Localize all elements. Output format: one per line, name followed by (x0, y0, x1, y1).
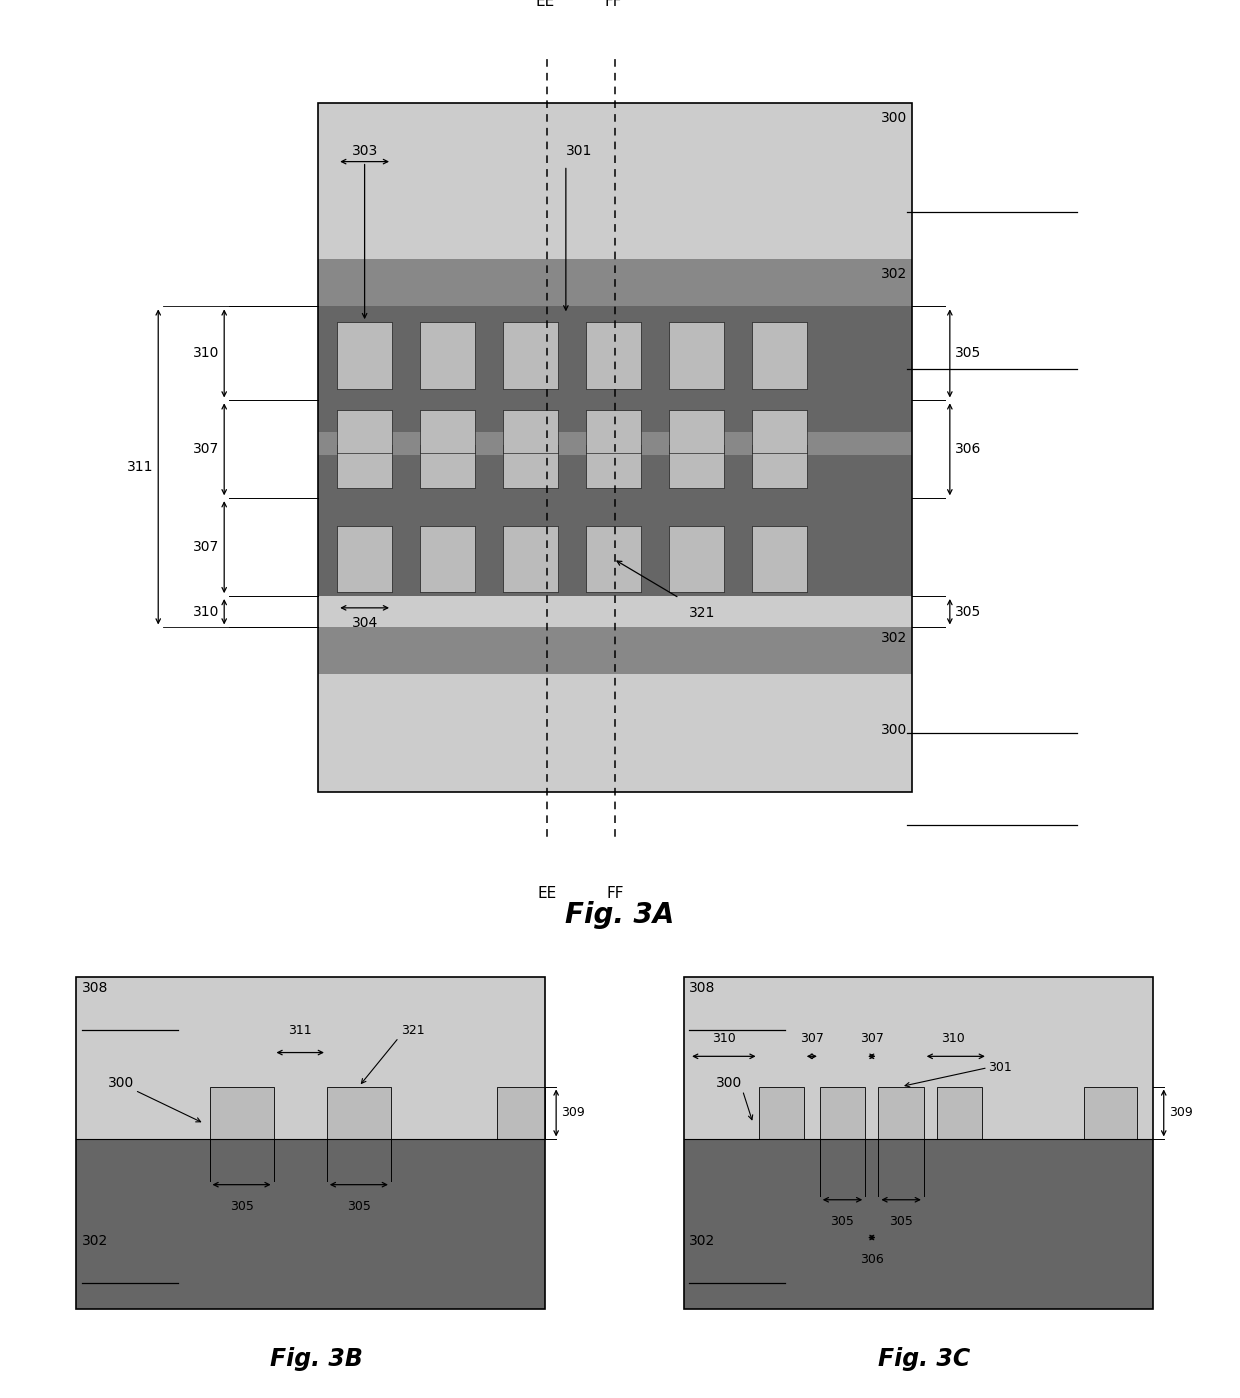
Text: 300: 300 (882, 110, 908, 124)
Bar (420, 445, 475, 488)
Text: 311: 311 (289, 1025, 312, 1037)
Text: 321: 321 (402, 1025, 425, 1037)
Text: 303: 303 (351, 144, 378, 158)
Text: 306: 306 (955, 442, 981, 456)
Text: Fig. 3A: Fig. 3A (565, 902, 675, 930)
Text: 310: 310 (193, 605, 219, 619)
Bar (319, 103, 913, 791)
Bar (684, 977, 1153, 1139)
Text: 302: 302 (82, 1233, 108, 1248)
Bar (420, 322, 475, 389)
Text: 307: 307 (859, 1032, 884, 1046)
Text: 307: 307 (193, 442, 219, 456)
Bar (587, 410, 641, 453)
Bar (670, 445, 724, 488)
Text: 305: 305 (347, 1199, 371, 1212)
Bar (878, 1086, 924, 1139)
Bar (503, 410, 558, 453)
Text: 300: 300 (882, 723, 908, 737)
Bar (319, 306, 913, 400)
Bar (319, 628, 913, 674)
Bar (319, 103, 913, 260)
Text: 310: 310 (193, 347, 219, 361)
Bar (670, 410, 724, 453)
Text: 302: 302 (882, 632, 908, 646)
Bar (420, 410, 475, 453)
Bar (503, 322, 558, 389)
Text: 305: 305 (955, 347, 981, 361)
Text: 310: 310 (712, 1032, 735, 1046)
Text: 309: 309 (562, 1106, 585, 1120)
Bar (937, 1086, 982, 1139)
Bar (337, 526, 392, 593)
Bar (684, 1139, 1153, 1309)
Text: 321: 321 (688, 605, 715, 619)
Bar (670, 526, 724, 593)
Bar (587, 445, 641, 488)
Bar (319, 674, 913, 791)
Text: EE': EE' (536, 0, 559, 8)
Text: 302: 302 (882, 267, 908, 281)
Text: 305: 305 (889, 1215, 913, 1227)
Text: 301: 301 (988, 1061, 1012, 1074)
Bar (210, 1086, 274, 1139)
Text: 304: 304 (351, 615, 378, 629)
Text: 309: 309 (1169, 1106, 1193, 1120)
Text: 302: 302 (689, 1233, 715, 1248)
Bar (1084, 1086, 1137, 1139)
Bar (319, 103, 913, 791)
Text: Fig. 3C: Fig. 3C (878, 1348, 970, 1371)
Text: 308: 308 (82, 981, 108, 995)
Bar (503, 526, 558, 593)
Bar (751, 410, 806, 453)
Bar (76, 1139, 546, 1309)
Bar (497, 1086, 546, 1139)
Text: 305: 305 (229, 1199, 253, 1212)
Bar (751, 526, 806, 593)
Bar (319, 400, 913, 498)
Text: 305: 305 (955, 605, 981, 619)
Bar (751, 322, 806, 389)
Bar (337, 445, 392, 488)
Bar (319, 432, 913, 456)
Bar (587, 526, 641, 593)
Text: FF': FF' (604, 0, 626, 8)
Text: 307: 307 (800, 1032, 823, 1046)
Bar (327, 1086, 391, 1139)
Text: 310: 310 (941, 1032, 965, 1046)
Bar (76, 977, 546, 1309)
Text: 311: 311 (126, 460, 154, 474)
Bar (420, 526, 475, 593)
Text: EE: EE (537, 886, 557, 900)
Text: 308: 308 (689, 981, 715, 995)
Text: 306: 306 (859, 1253, 884, 1265)
Text: 301: 301 (565, 144, 593, 158)
Bar (337, 410, 392, 453)
Text: Fig. 3B: Fig. 3B (270, 1348, 362, 1371)
Bar (337, 322, 392, 389)
Text: FF: FF (606, 886, 624, 900)
Bar (503, 445, 558, 488)
Bar (76, 977, 546, 1139)
Text: 300: 300 (715, 1075, 742, 1090)
Text: 305: 305 (831, 1215, 854, 1227)
Bar (751, 445, 806, 488)
Bar (820, 1086, 866, 1139)
Bar (319, 260, 913, 306)
Bar (684, 977, 1153, 1309)
Bar (587, 322, 641, 389)
Bar (759, 1086, 804, 1139)
Bar (319, 498, 913, 596)
Bar (670, 322, 724, 389)
Text: 307: 307 (193, 540, 219, 554)
Text: 300: 300 (108, 1075, 134, 1090)
